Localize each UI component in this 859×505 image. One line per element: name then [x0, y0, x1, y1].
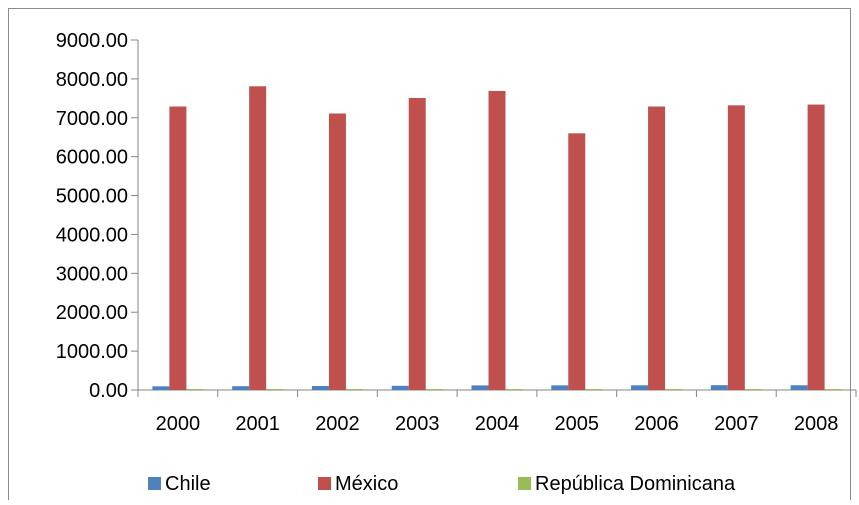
bar: [585, 389, 603, 390]
x-tick-label: 2005: [555, 413, 600, 435]
bar: [232, 386, 250, 390]
bar: [488, 90, 506, 390]
bar: [790, 385, 808, 390]
bar: [249, 86, 267, 391]
bar: [665, 389, 683, 390]
bar: [186, 389, 204, 390]
x-tick-label: 2000: [156, 413, 201, 435]
y-tick-label: 3000.00: [56, 263, 128, 285]
x-tick-label: 2003: [395, 413, 440, 435]
legend-label: República Dominicana: [535, 473, 736, 495]
bar: [807, 104, 825, 391]
y-tick-label: 2000.00: [56, 302, 128, 324]
y-tick-label: 5000.00: [56, 186, 128, 208]
bar: [345, 389, 363, 390]
bar: [824, 389, 842, 390]
bar: [391, 385, 409, 390]
y-tick-label: 6000.00: [56, 147, 128, 169]
legend-label: Chile: [165, 473, 211, 495]
x-tick-label: 2002: [315, 413, 360, 435]
bar: [152, 386, 170, 390]
y-tick-label: 7000.00: [56, 108, 128, 130]
bar: [505, 389, 523, 390]
x-tick-label: 2004: [475, 413, 520, 435]
legend-swatch: [318, 477, 331, 490]
bar: [311, 385, 329, 390]
x-tick-label: 2008: [794, 413, 839, 435]
legend-swatch: [518, 477, 531, 490]
y-tick-label: 9000.00: [56, 30, 128, 52]
bar: [727, 105, 745, 390]
bar: [471, 385, 489, 390]
x-tick-label: 2007: [714, 413, 759, 435]
x-tick-label: 2006: [634, 413, 679, 435]
bar: [568, 133, 586, 391]
x-tick-label: 2001: [235, 413, 280, 435]
bar: [648, 106, 666, 390]
bar: [425, 389, 443, 390]
bar: [328, 113, 346, 390]
legend-label: México: [335, 473, 398, 495]
bar: [710, 385, 728, 390]
bar: [266, 389, 284, 390]
y-tick-label: 1000.00: [56, 341, 128, 363]
y-tick-label: 4000.00: [56, 224, 128, 246]
bar: [631, 385, 649, 390]
chart-frame: [8, 8, 851, 500]
bar: [169, 106, 187, 390]
bar: [744, 389, 762, 390]
bar: [408, 97, 426, 390]
bar: [551, 385, 569, 390]
y-tick-label: 0.00: [89, 380, 128, 402]
legend-swatch: [148, 477, 161, 490]
y-tick-label: 8000.00: [56, 69, 128, 91]
